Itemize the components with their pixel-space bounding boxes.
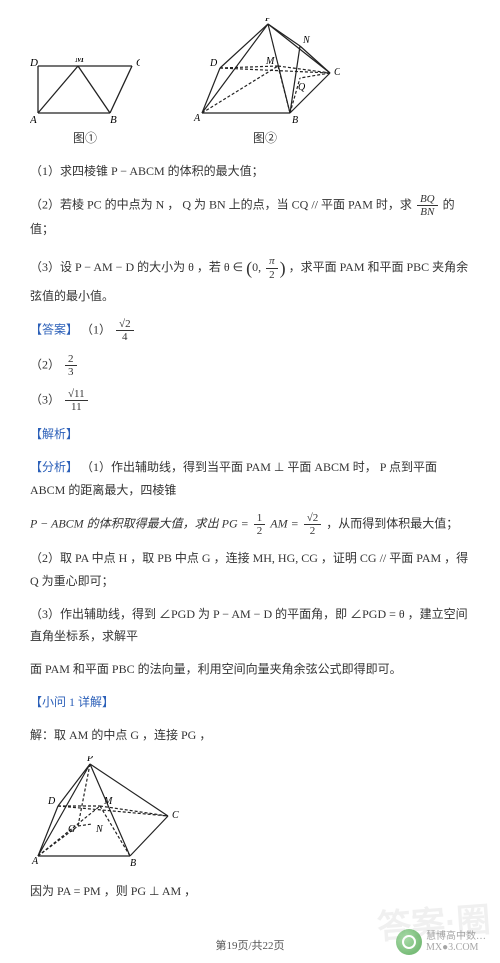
- svg-text:N: N: [302, 35, 311, 46]
- analysis-1b-post: ，从而得到体积最大值；: [326, 516, 458, 530]
- watermark-icon: [396, 929, 422, 955]
- analysis-1a: （1）作出辅助线，得到当平面 PAM ⊥ 平面 ABCM 时， P 点到平面 A…: [30, 460, 437, 497]
- svg-text:M: M: [103, 796, 113, 807]
- answer-3-label: （3）: [30, 392, 60, 406]
- problem-3-text-a: （3）设 P − AM − D 的大小为 θ ，若 θ ∈: [30, 260, 243, 274]
- frac-num: BQ: [417, 193, 438, 206]
- answer-2: （2） 2 3: [30, 353, 470, 378]
- analysis-3b: 面 PAM 和平面 PBC 的法向量，利用空间向量夹角余弦公式即得即可。: [30, 658, 470, 681]
- svg-text:M: M: [74, 58, 85, 65]
- answer-2-frac: 2 3: [65, 353, 77, 378]
- analysis-1b-pre: P − ABCM 的体积取得最大值，求出 PG =: [30, 516, 249, 530]
- svg-text:Q: Q: [298, 82, 306, 93]
- svg-text:P: P: [264, 18, 271, 24]
- analysis-heading: 【解析】: [30, 423, 470, 446]
- problem-2: （2）若棱 PC 的中点为 N ， Q 为 BN 上的点，当 CQ // 平面 …: [30, 193, 470, 241]
- svg-text:C: C: [172, 810, 179, 821]
- svg-text:A: A: [31, 856, 39, 866]
- problem-2-text-a: （2）若棱 PC 的中点为 N ， Q 为 BN 上的点，当 CQ // 平面 …: [30, 197, 412, 211]
- svg-text:D: D: [209, 58, 218, 69]
- analysis-3a: （3）作出辅助线，得到 ∠PGD 为 P − AM − D 的平面角，即 ∠PG…: [30, 603, 470, 649]
- svg-text:M: M: [265, 56, 275, 67]
- problem-3: （3）设 P − AM − D 的大小为 θ ，若 θ ∈ (0, π 2 ) …: [30, 251, 470, 308]
- figure-2-caption: 图②: [190, 129, 340, 146]
- interval-close: ): [280, 258, 286, 278]
- svg-text:B: B: [110, 114, 117, 123]
- svg-text:D: D: [47, 796, 56, 807]
- figure-1-svg: A B C D M: [30, 58, 140, 123]
- analysis-sub: 【分析】: [30, 460, 78, 474]
- svg-text:C: C: [334, 67, 340, 78]
- answer-2-label: （2）: [30, 357, 60, 371]
- svg-text:P: P: [86, 756, 93, 764]
- analysis-1b: P − ABCM 的体积取得最大值，求出 PG = 1 2 AM = √2 2 …: [30, 512, 470, 537]
- detail-l1: 解：取 AM 的中点 G ，连接 PG ，: [30, 724, 470, 747]
- pg-frac-1: 1 2: [254, 512, 266, 537]
- svg-text:A: A: [193, 113, 201, 123]
- answer-1-label: （1）: [81, 322, 111, 336]
- figure-2-svg: A B C D P M N Q: [190, 18, 340, 123]
- svg-text:C: C: [136, 58, 140, 69]
- svg-text:G: G: [68, 824, 75, 835]
- answer-3-frac: √11 11: [65, 388, 88, 413]
- analysis-1: 【分析】 （1）作出辅助线，得到当平面 PAM ⊥ 平面 ABCM 时， P 点…: [30, 456, 470, 502]
- svg-text:B: B: [130, 858, 136, 866]
- figure-3-svg: A B C D P M G N: [30, 756, 180, 866]
- svg-text:N: N: [95, 824, 104, 835]
- figure-2: A B C D P M N Q 图②: [190, 18, 340, 146]
- analysis-1b-mid: AM =: [270, 516, 298, 530]
- svg-text:D: D: [30, 58, 38, 69]
- svg-text:A: A: [30, 114, 37, 123]
- problem-1: （1）求四棱锥 P − ABCM 的体积的最大值；: [30, 160, 470, 183]
- detail-heading: 【小问 1 详解】: [30, 691, 470, 714]
- answer-1-frac: √2 4: [116, 318, 134, 343]
- figure-row: A B C D M 图① A B C D P M N Q 图②: [30, 18, 470, 146]
- answer-3: （3） √11 11: [30, 388, 470, 413]
- figure-1-caption: 图①: [30, 129, 140, 146]
- answers-block: 【答案】 （1） √2 4: [30, 318, 470, 343]
- figure-1: A B C D M 图①: [30, 58, 140, 146]
- problem-2-fraction: BQ BN: [417, 193, 438, 218]
- watermark-text: 慧博高中数… MX●3.COM: [426, 931, 486, 953]
- answers-heading: 【答案】: [30, 322, 78, 336]
- svg-text:B: B: [292, 115, 298, 123]
- frac-den: BN: [417, 206, 438, 218]
- analysis-2: （2）取 PA 中点 H ，取 PB 中点 G ，连接 MH, HG, CG ，…: [30, 547, 470, 593]
- pg-frac-2: √2 2: [304, 512, 322, 537]
- figure-3: A B C D P M G N: [30, 756, 470, 870]
- watermark: 慧博高中数… MX●3.COM: [396, 929, 486, 955]
- detail-l2: 因为 PA = PM ，则 PG ⊥ AM ，: [30, 880, 470, 903]
- interval-frac: π 2: [266, 255, 278, 280]
